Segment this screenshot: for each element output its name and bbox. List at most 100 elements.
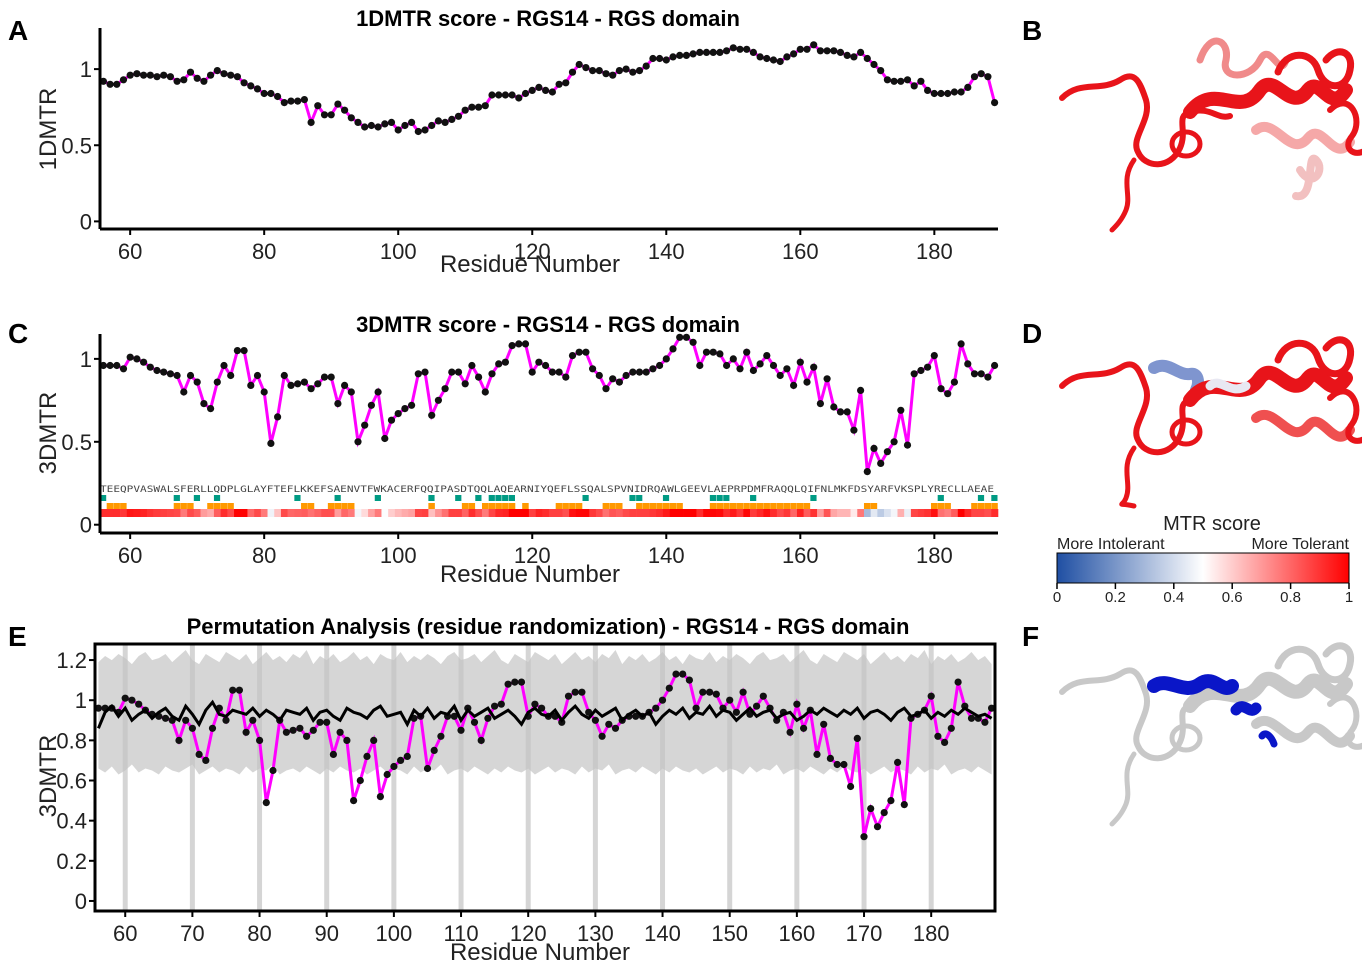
- protein-f-helix-4: [1251, 716, 1355, 748]
- chart-c-point-87: [307, 385, 315, 393]
- chart-c-mtr-cell-187: [977, 509, 985, 517]
- chart-c-point-91: [334, 400, 342, 408]
- chart-c-mtr-cell-100: [394, 509, 402, 517]
- chart-a-point-156: [769, 56, 778, 64]
- chart-c-orange-mark-110: [461, 503, 469, 509]
- chart-c-mtr-cell-130: [595, 509, 603, 517]
- chart-e-observed-point-139: [652, 704, 660, 712]
- chart-e-observed-point-62: [135, 700, 143, 708]
- chart-c-point-74: [220, 361, 228, 370]
- chart-c-mtr-cell-179: [924, 509, 932, 517]
- chart-a-point-169: [857, 48, 865, 57]
- chart-c-mtr-cell-134: [622, 509, 630, 517]
- chart-e-xtick-label-120: 120: [510, 921, 547, 946]
- chart-c-orange-mark-158: [783, 503, 791, 509]
- chart-c-mtr-cell-133: [616, 509, 624, 517]
- protein-f-backbone: [1059, 667, 1193, 762]
- chart-c-mtr-cell-124: [555, 509, 563, 517]
- chart-c-sequence: TEEQPVASWALSFERLLQDPLGLAYFTEFLKKEFSAENVT…: [100, 484, 994, 495]
- chart-c-mtr-cell-125: [562, 509, 570, 517]
- chart-e-permutation-mean-line: [97, 699, 993, 729]
- chart-a-point-122: [542, 86, 550, 94]
- chart-e-xtick-label-150: 150: [711, 921, 748, 946]
- chart-c-teal-mark-140: [662, 495, 670, 501]
- chart-c-mtr-cell-67: [173, 509, 181, 517]
- chart-e-title: Permutation Analysis (residue randomizat…: [187, 614, 910, 639]
- chart-e-observed-point-166: [833, 760, 841, 769]
- protein-d-blue-segment: [1148, 359, 1204, 396]
- chart-c-mtr-cell-114: [488, 509, 496, 517]
- chart-c-orange-mark-59: [120, 503, 127, 509]
- chart-a-point-131: [602, 70, 610, 78]
- chart-c-mtr-cell-136: [636, 509, 644, 517]
- chart-c-orange-mark-74: [220, 503, 228, 509]
- chart-c-orange-mark-161: [803, 503, 811, 509]
- chart-e-observed-point-87: [303, 732, 311, 740]
- panel-letter-c: C: [8, 318, 28, 349]
- chart-c-point-116: [501, 358, 509, 366]
- chart-c-mtr-cell-103: [414, 509, 422, 517]
- chart-c-mtr-cell-90: [327, 509, 335, 517]
- chart-a-point-125: [562, 79, 570, 87]
- protein-b-loop-2: [1196, 37, 1290, 79]
- protein-structure-b: [1059, 37, 1362, 233]
- chart-e-observed-point-173: [880, 809, 888, 817]
- chart-c-xtick-label-120: 120: [514, 543, 551, 568]
- chart-c-mtr-cell-163: [817, 509, 825, 517]
- chart-c-mtr-cell-175: [897, 509, 905, 517]
- chart-c-mtr-cell-65: [160, 509, 168, 517]
- chart-a-point-68: [180, 76, 188, 84]
- chart-e-observed-point-98: [376, 793, 384, 801]
- chart-e-observed-point-175: [894, 758, 902, 767]
- chart-c-orange-mark-125: [562, 503, 569, 509]
- chart-e-ytick-label-1.2: 1.2: [56, 648, 87, 673]
- chart-c-point-126: [568, 352, 577, 360]
- chart-e-observed-point-96: [363, 752, 371, 761]
- chart-c-point-173: [883, 448, 892, 456]
- colorbar-tick-label-0.4: 0.4: [1163, 589, 1184, 606]
- chart-c-mtr-cell-137: [642, 509, 650, 517]
- chart-a-point-149: [723, 47, 731, 55]
- chart-c-point-124: [555, 368, 563, 376]
- chart-c-point-128: [582, 348, 590, 356]
- chart-c-point-188: [984, 373, 992, 381]
- chart-c-orange-mark-116: [502, 503, 509, 509]
- chart-c-mtr-cell-92: [341, 509, 349, 517]
- chart-c-point-70: [193, 378, 201, 386]
- chart-c-point-138: [649, 365, 657, 373]
- chart-c-mtr-cell-91: [334, 509, 342, 517]
- chart-a-xtick-label-160: 160: [782, 239, 819, 264]
- panel-letter-f: F: [1022, 621, 1039, 652]
- protein-b-helix-5: [1292, 154, 1324, 201]
- chart-c-orange-mark-156: [770, 503, 777, 509]
- chart-e-xtick-label-100: 100: [376, 921, 413, 946]
- chart-e-observed-point-121: [531, 700, 539, 708]
- chart-a-point-89: [320, 111, 329, 119]
- chart-c-point-120: [528, 368, 536, 376]
- chart-e-xtick-label-60: 60: [113, 921, 137, 946]
- colorbar-gradient: [1056, 552, 1350, 584]
- chart-c-point-71: [200, 400, 208, 408]
- chart-c-point-147: [709, 348, 717, 356]
- chart-c-mtr-cell-75: [227, 509, 235, 517]
- chart-c-mtr-cell-77: [240, 509, 248, 517]
- chart-a-point-142: [676, 51, 684, 60]
- chart-a-point-182: [944, 89, 952, 98]
- chart-c-mtr-cell-84: [287, 509, 295, 517]
- chart-c-teal-mark-112: [475, 495, 482, 501]
- chart-c-mtr-cell-97: [374, 509, 382, 517]
- chart-c-mtr-cell-142: [676, 509, 684, 517]
- chart-e-observed-point-181: [934, 732, 942, 740]
- chart-e-observed-point-140: [658, 696, 667, 704]
- chart-c-teal-mark-189: [991, 495, 998, 501]
- chart-e-observed-point-165: [826, 754, 835, 763]
- chart-e-observed-point-143: [679, 670, 687, 678]
- chart-e-observed-point-72: [202, 756, 210, 765]
- chart-c-mtr-cell-62: [140, 509, 148, 517]
- chart-c-point-115: [495, 360, 503, 368]
- chart-c-orange-mark-182: [944, 503, 951, 509]
- chart-c-mtr-cell-171: [870, 509, 878, 517]
- chart-c-mtr-cell-173: [884, 509, 892, 517]
- chart-c-mtr-cell-56: [100, 509, 108, 517]
- chart-a-point-189: [991, 99, 999, 107]
